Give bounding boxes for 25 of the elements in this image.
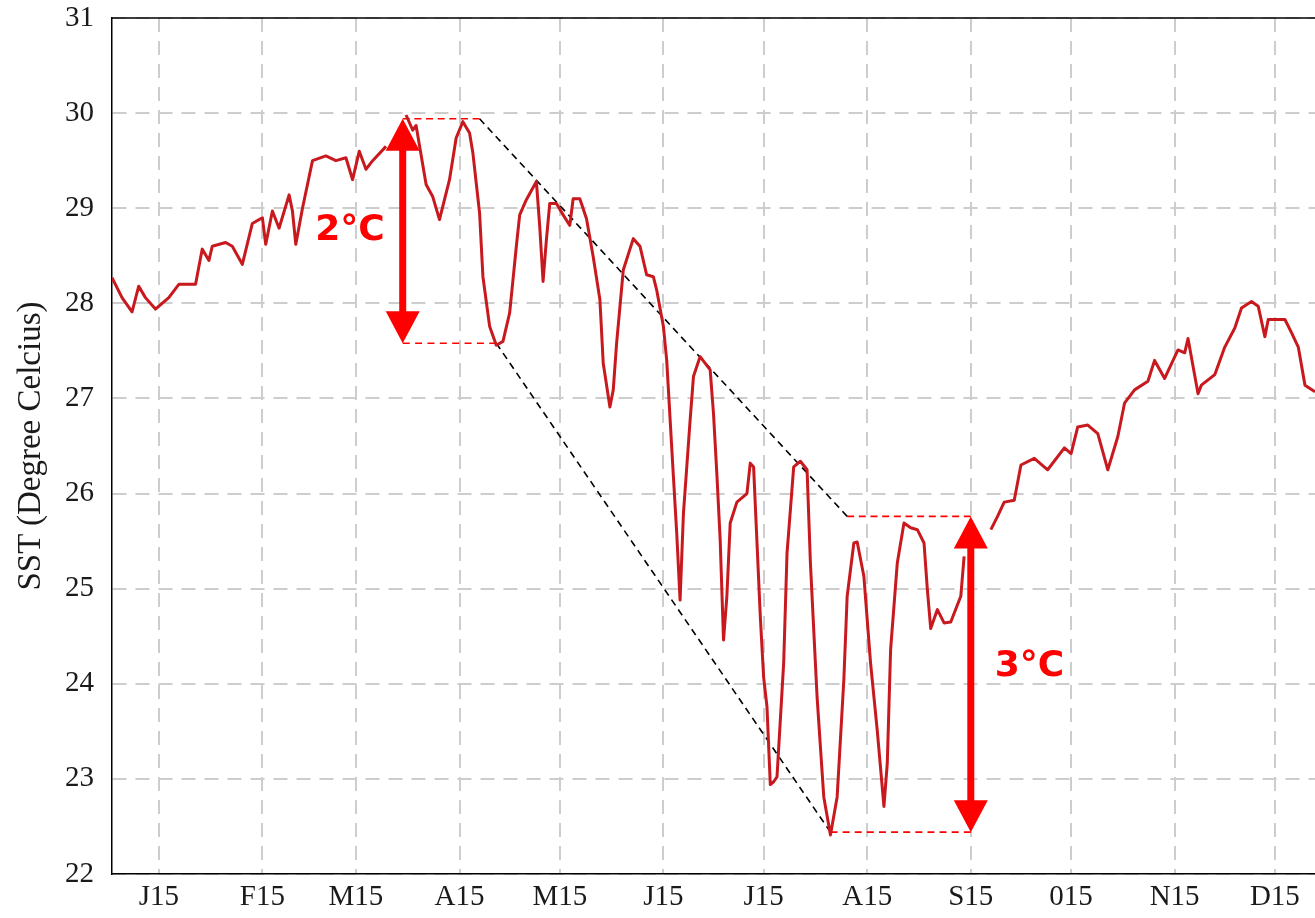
- annotation: 3°C: [994, 642, 1065, 684]
- y-tick-label: 27: [65, 380, 94, 413]
- x-tick-label: D15: [1249, 879, 1300, 912]
- y-tick-label: 31: [65, 0, 94, 32]
- annotation: 2°C: [315, 207, 385, 249]
- y-tick-label: 25: [65, 570, 94, 603]
- y-axis-title: SST (Degree Celcius): [11, 301, 49, 591]
- x-tick-label: J15: [743, 879, 784, 912]
- y-tick-label: 22: [65, 855, 94, 888]
- x-tick-label: M15: [328, 879, 384, 912]
- y-tick-label: 23: [65, 760, 94, 793]
- x-tick-label: J15: [643, 879, 684, 912]
- y-tick-label: 30: [65, 94, 94, 127]
- x-tick-label: A15: [434, 879, 485, 912]
- y-tick-label: 29: [65, 189, 94, 222]
- y-tick-label: 24: [65, 665, 95, 698]
- x-tick-label: A15: [842, 879, 893, 912]
- x-tick-label: N15: [1149, 879, 1200, 912]
- x-tick-label: J15: [138, 879, 179, 912]
- x-tick-label: 015: [1049, 879, 1093, 912]
- x-tick-label: F15: [239, 879, 285, 912]
- y-tick-label: 28: [65, 284, 94, 317]
- x-tick-label: M15: [532, 879, 588, 912]
- y-tick-label: 26: [65, 475, 94, 508]
- x-tick-label: S15: [948, 879, 994, 912]
